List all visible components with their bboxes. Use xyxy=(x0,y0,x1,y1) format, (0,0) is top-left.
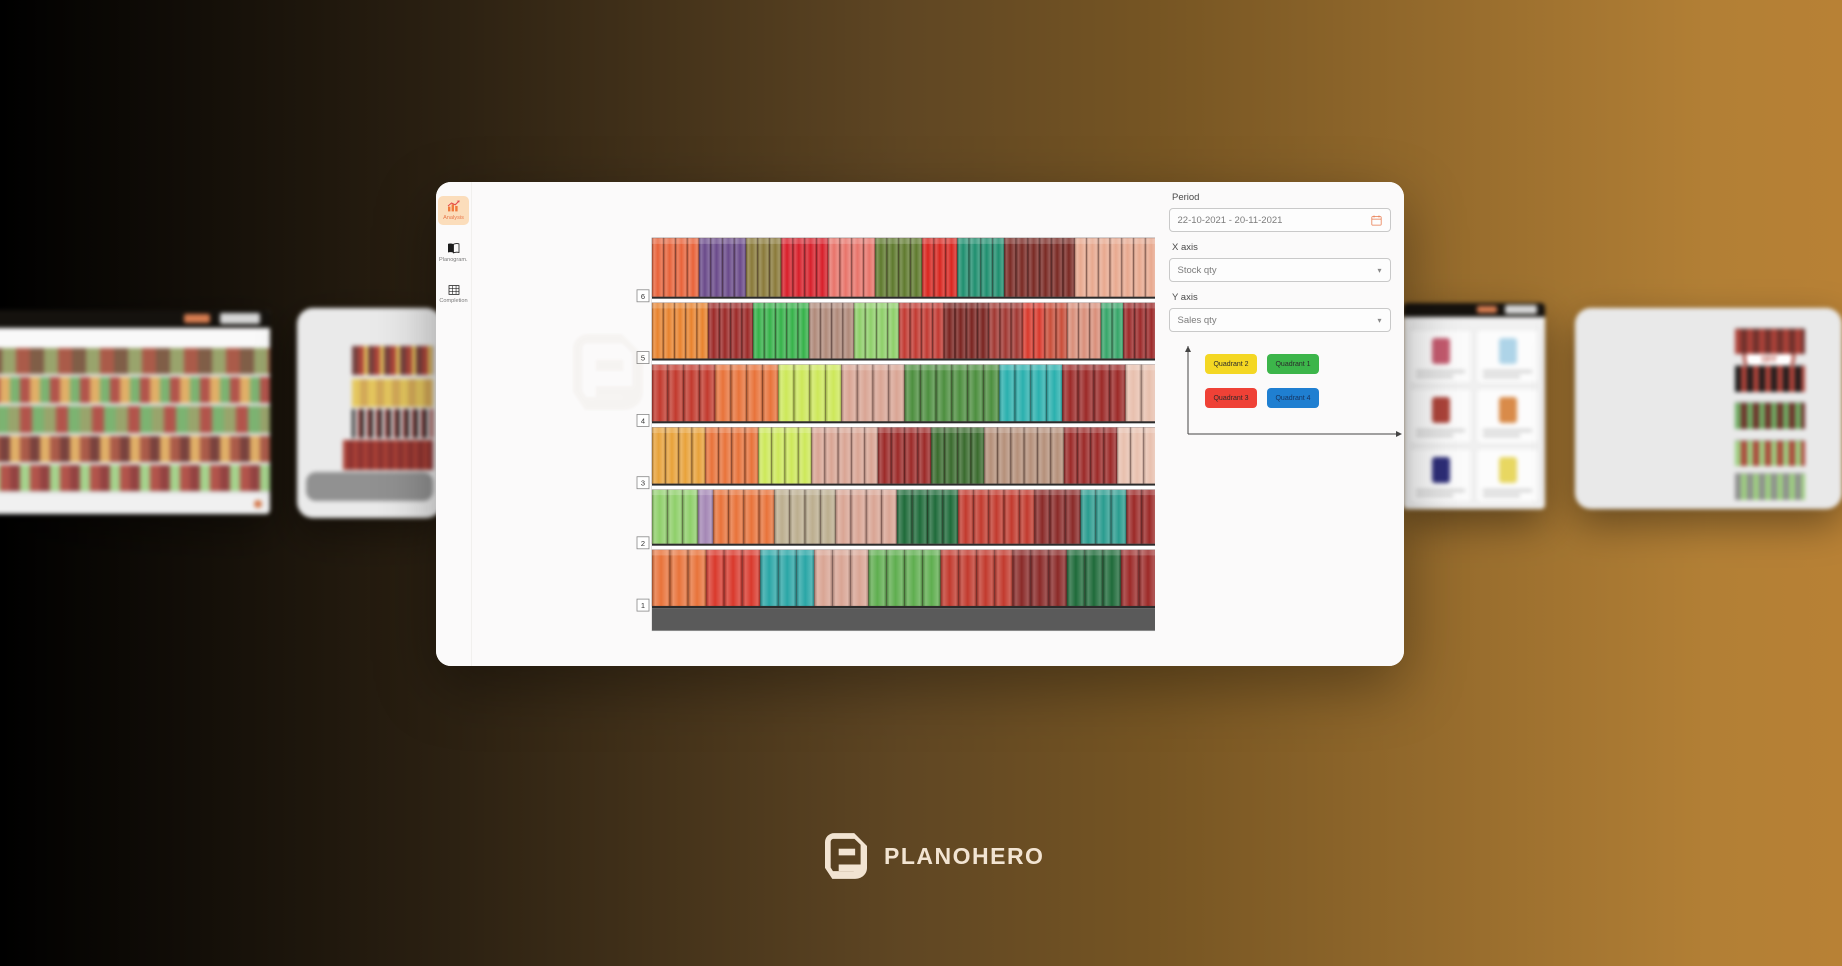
svg-text:4: 4 xyxy=(641,416,645,425)
svg-text:1: 1 xyxy=(641,601,645,610)
svg-text:6: 6 xyxy=(641,292,645,301)
svg-text:3: 3 xyxy=(641,479,645,488)
svg-text:2: 2 xyxy=(641,539,645,548)
